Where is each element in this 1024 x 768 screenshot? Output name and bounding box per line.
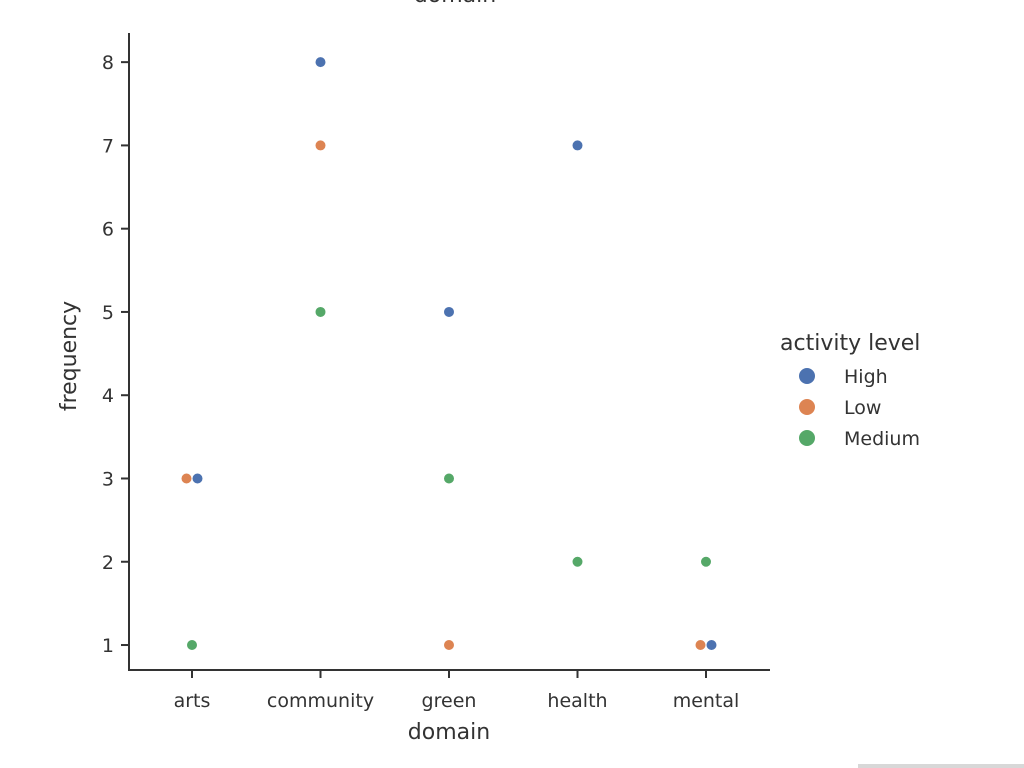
legend-marker-high (799, 368, 815, 384)
y-tick-label: 4 (102, 385, 114, 407)
x-tick-label: community (267, 690, 374, 712)
legend-label: Medium (844, 428, 920, 450)
data-point-medium (700, 555, 712, 568)
data-point-high (314, 56, 327, 69)
data-point-high (571, 139, 584, 152)
legend: activity level High Low Medium (780, 331, 920, 450)
legend-label: Low (844, 397, 881, 419)
y-tick-label: 8 (102, 52, 114, 74)
x-ticks: arts community green health mental (174, 670, 740, 712)
x-tick-label: green (422, 690, 477, 712)
legend-items: High Low Medium (799, 366, 920, 450)
x-tick-label: arts (174, 690, 211, 712)
x-tick-label: mental (673, 690, 740, 712)
x-axis-title: domain (408, 720, 490, 745)
y-tick-label: 5 (102, 302, 114, 324)
data-point-medium (314, 305, 327, 318)
data-point-low (180, 472, 193, 485)
data-point-low (314, 139, 327, 152)
data-point-low (694, 639, 707, 652)
y-ticks: 1 2 3 4 5 6 7 8 (102, 52, 129, 657)
data-point-medium (186, 639, 198, 652)
data-points (180, 56, 718, 652)
legend-title: activity level (780, 331, 920, 356)
data-point-low (443, 639, 455, 652)
data-point-high (443, 305, 455, 318)
data-point-medium (443, 472, 455, 485)
y-tick-label: 2 (102, 552, 114, 574)
y-axis-title: frequency (57, 301, 82, 411)
legend-label: High (844, 366, 888, 388)
legend-marker-low (799, 399, 815, 415)
y-tick-label: 6 (102, 219, 114, 241)
y-tick-label: 7 (102, 135, 114, 157)
x-tick-label: health (547, 690, 607, 712)
data-point-high (191, 472, 204, 485)
data-point-high (705, 639, 718, 652)
chart-title: domain (414, 0, 496, 8)
window-edge (858, 764, 1024, 768)
data-point-medium (571, 555, 584, 568)
legend-marker-medium (799, 430, 815, 446)
y-tick-label: 3 (102, 468, 114, 490)
axes (128, 33, 770, 671)
y-tick-label: 1 (102, 635, 114, 657)
